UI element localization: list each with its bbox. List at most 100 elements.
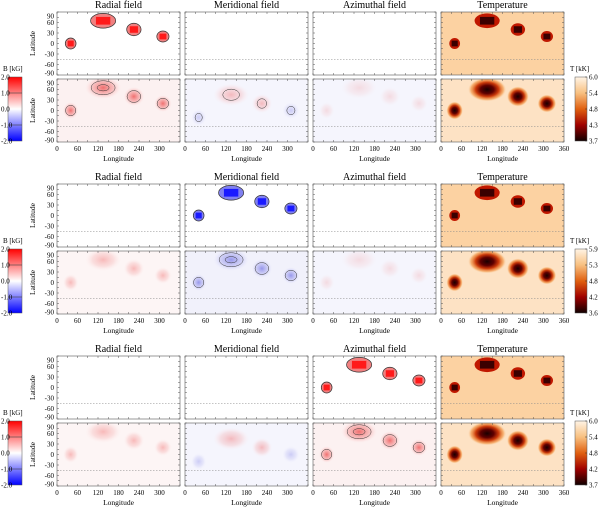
longitude-tick: 300 bbox=[538, 145, 549, 153]
fitted-temperature-map bbox=[440, 78, 565, 143]
latitude-axis-label: Latitude bbox=[28, 374, 37, 400]
latitude-tick: 90 bbox=[47, 80, 55, 88]
spot-umbra bbox=[446, 273, 463, 292]
spot-umbra bbox=[467, 423, 507, 446]
longitude-tick: 240 bbox=[262, 317, 273, 325]
field-blob bbox=[282, 102, 300, 119]
latitude-tick: 90 bbox=[47, 424, 55, 432]
contour bbox=[254, 262, 269, 275]
longitude-tick: 180 bbox=[497, 489, 508, 497]
t-colorbar-tick: 6.0 bbox=[589, 74, 598, 82]
latitude-axis-label: Latitude bbox=[28, 269, 37, 295]
contour bbox=[156, 98, 169, 109]
t-colorbar-tick: 3.6 bbox=[589, 310, 598, 318]
latitude-tick: 30 bbox=[47, 97, 55, 105]
longitude-axis-label: Longitude bbox=[103, 326, 134, 335]
latitude-tick: -60 bbox=[45, 233, 55, 241]
field-blob bbox=[318, 274, 335, 291]
latitude-tick: 30 bbox=[47, 374, 55, 382]
contour bbox=[222, 88, 240, 101]
longitude-tick: 300 bbox=[154, 489, 165, 497]
latitude-axis-label: Latitude bbox=[28, 202, 37, 228]
longitude-axis-label: Longitude bbox=[487, 498, 518, 507]
field-blob bbox=[213, 427, 250, 450]
latitude-tick: -90 bbox=[45, 242, 55, 250]
latitude-tick: -30 bbox=[45, 51, 55, 59]
longitude-axis-label: Longitude bbox=[487, 154, 518, 163]
contour bbox=[96, 84, 110, 92]
t-colorbar-tick: 4.2 bbox=[589, 466, 598, 474]
field-blob bbox=[213, 83, 250, 106]
spot-umbra bbox=[543, 377, 551, 384]
latitude-tick: 60 bbox=[47, 19, 55, 27]
longitude-tick: 0 bbox=[183, 145, 187, 153]
longitude-tick: 300 bbox=[282, 145, 293, 153]
longitude-tick: 0 bbox=[55, 145, 59, 153]
b-colorbar-label: B [kG] bbox=[3, 65, 23, 73]
true-radial-field-map bbox=[56, 183, 181, 248]
spot-umbra bbox=[537, 94, 557, 113]
longitude-tick: 0 bbox=[439, 145, 443, 153]
spot-umbra bbox=[513, 370, 522, 377]
longitude-axis-label: Longitude bbox=[359, 154, 390, 163]
true-meridional-field-map bbox=[184, 183, 309, 248]
latitude-tick: 60 bbox=[47, 258, 55, 266]
spot-core bbox=[257, 198, 266, 205]
b-colorbar-tick: 0.0 bbox=[1, 450, 10, 458]
field-blob bbox=[318, 446, 335, 463]
t-colorbar-label: T [kK] bbox=[570, 237, 589, 245]
latitude-tick: -30 bbox=[45, 462, 55, 470]
true-temperature-map bbox=[440, 355, 565, 420]
latitude-tick: 90 bbox=[47, 185, 55, 193]
field-blob bbox=[190, 274, 207, 291]
latitude-tick: 0 bbox=[51, 107, 55, 115]
contour bbox=[412, 442, 425, 453]
spot-core bbox=[415, 377, 423, 384]
longitude-tick: 180 bbox=[497, 145, 508, 153]
contour bbox=[218, 252, 244, 267]
longitude-tick: 240 bbox=[390, 489, 401, 497]
b-colorbar-tick: 1.0 bbox=[1, 434, 10, 442]
longitude-tick: 60 bbox=[458, 317, 466, 325]
field-blob bbox=[62, 274, 79, 291]
latitude-tick: 60 bbox=[47, 86, 55, 94]
latitude-tick: -30 bbox=[45, 118, 55, 126]
spot-core bbox=[67, 40, 74, 47]
longitude-tick: 60 bbox=[330, 145, 338, 153]
b-colorbar-tick: -2.0 bbox=[1, 482, 13, 490]
longitude-tick: 180 bbox=[113, 489, 124, 497]
latitude-axis-label: Latitude bbox=[28, 97, 37, 123]
field-blob bbox=[154, 95, 172, 112]
longitude-axis-label: Longitude bbox=[231, 154, 262, 163]
field-blob bbox=[410, 267, 428, 284]
fitted-meridional-field-map bbox=[184, 250, 309, 315]
spot-umbra bbox=[537, 438, 557, 457]
field-blob bbox=[190, 109, 207, 126]
latitude-tick: -90 bbox=[45, 309, 55, 317]
longitude-axis-label: Longitude bbox=[359, 326, 390, 335]
spot-core bbox=[129, 26, 138, 33]
spot-umbra bbox=[506, 430, 529, 451]
b-colorbar-tick: -1.0 bbox=[1, 294, 13, 302]
longitude-axis-label: Longitude bbox=[103, 154, 134, 163]
field-blob bbox=[190, 453, 207, 470]
b-colorbar-tick: 0.0 bbox=[1, 278, 10, 286]
longitude-tick: 360 bbox=[559, 317, 570, 325]
latitude-tick: -90 bbox=[45, 137, 55, 145]
true-temperature-map bbox=[440, 183, 565, 248]
contour bbox=[382, 434, 397, 447]
true-radial-field-map bbox=[56, 355, 181, 420]
spot-umbra bbox=[537, 266, 557, 285]
b-colorbar-tick: 0.0 bbox=[1, 106, 10, 114]
longitude-tick: 120 bbox=[349, 145, 360, 153]
field-blob bbox=[379, 258, 401, 279]
longitude-tick: 180 bbox=[497, 317, 508, 325]
latitude-tick: 30 bbox=[47, 30, 55, 38]
true-azimuthal-field-map bbox=[312, 11, 437, 76]
field-blob bbox=[154, 267, 172, 284]
longitude-tick: 120 bbox=[93, 317, 104, 325]
longitude-tick: 300 bbox=[154, 317, 165, 325]
field-blob bbox=[318, 102, 335, 119]
panel-title: Radial field bbox=[95, 172, 142, 183]
field-blob bbox=[341, 423, 378, 443]
